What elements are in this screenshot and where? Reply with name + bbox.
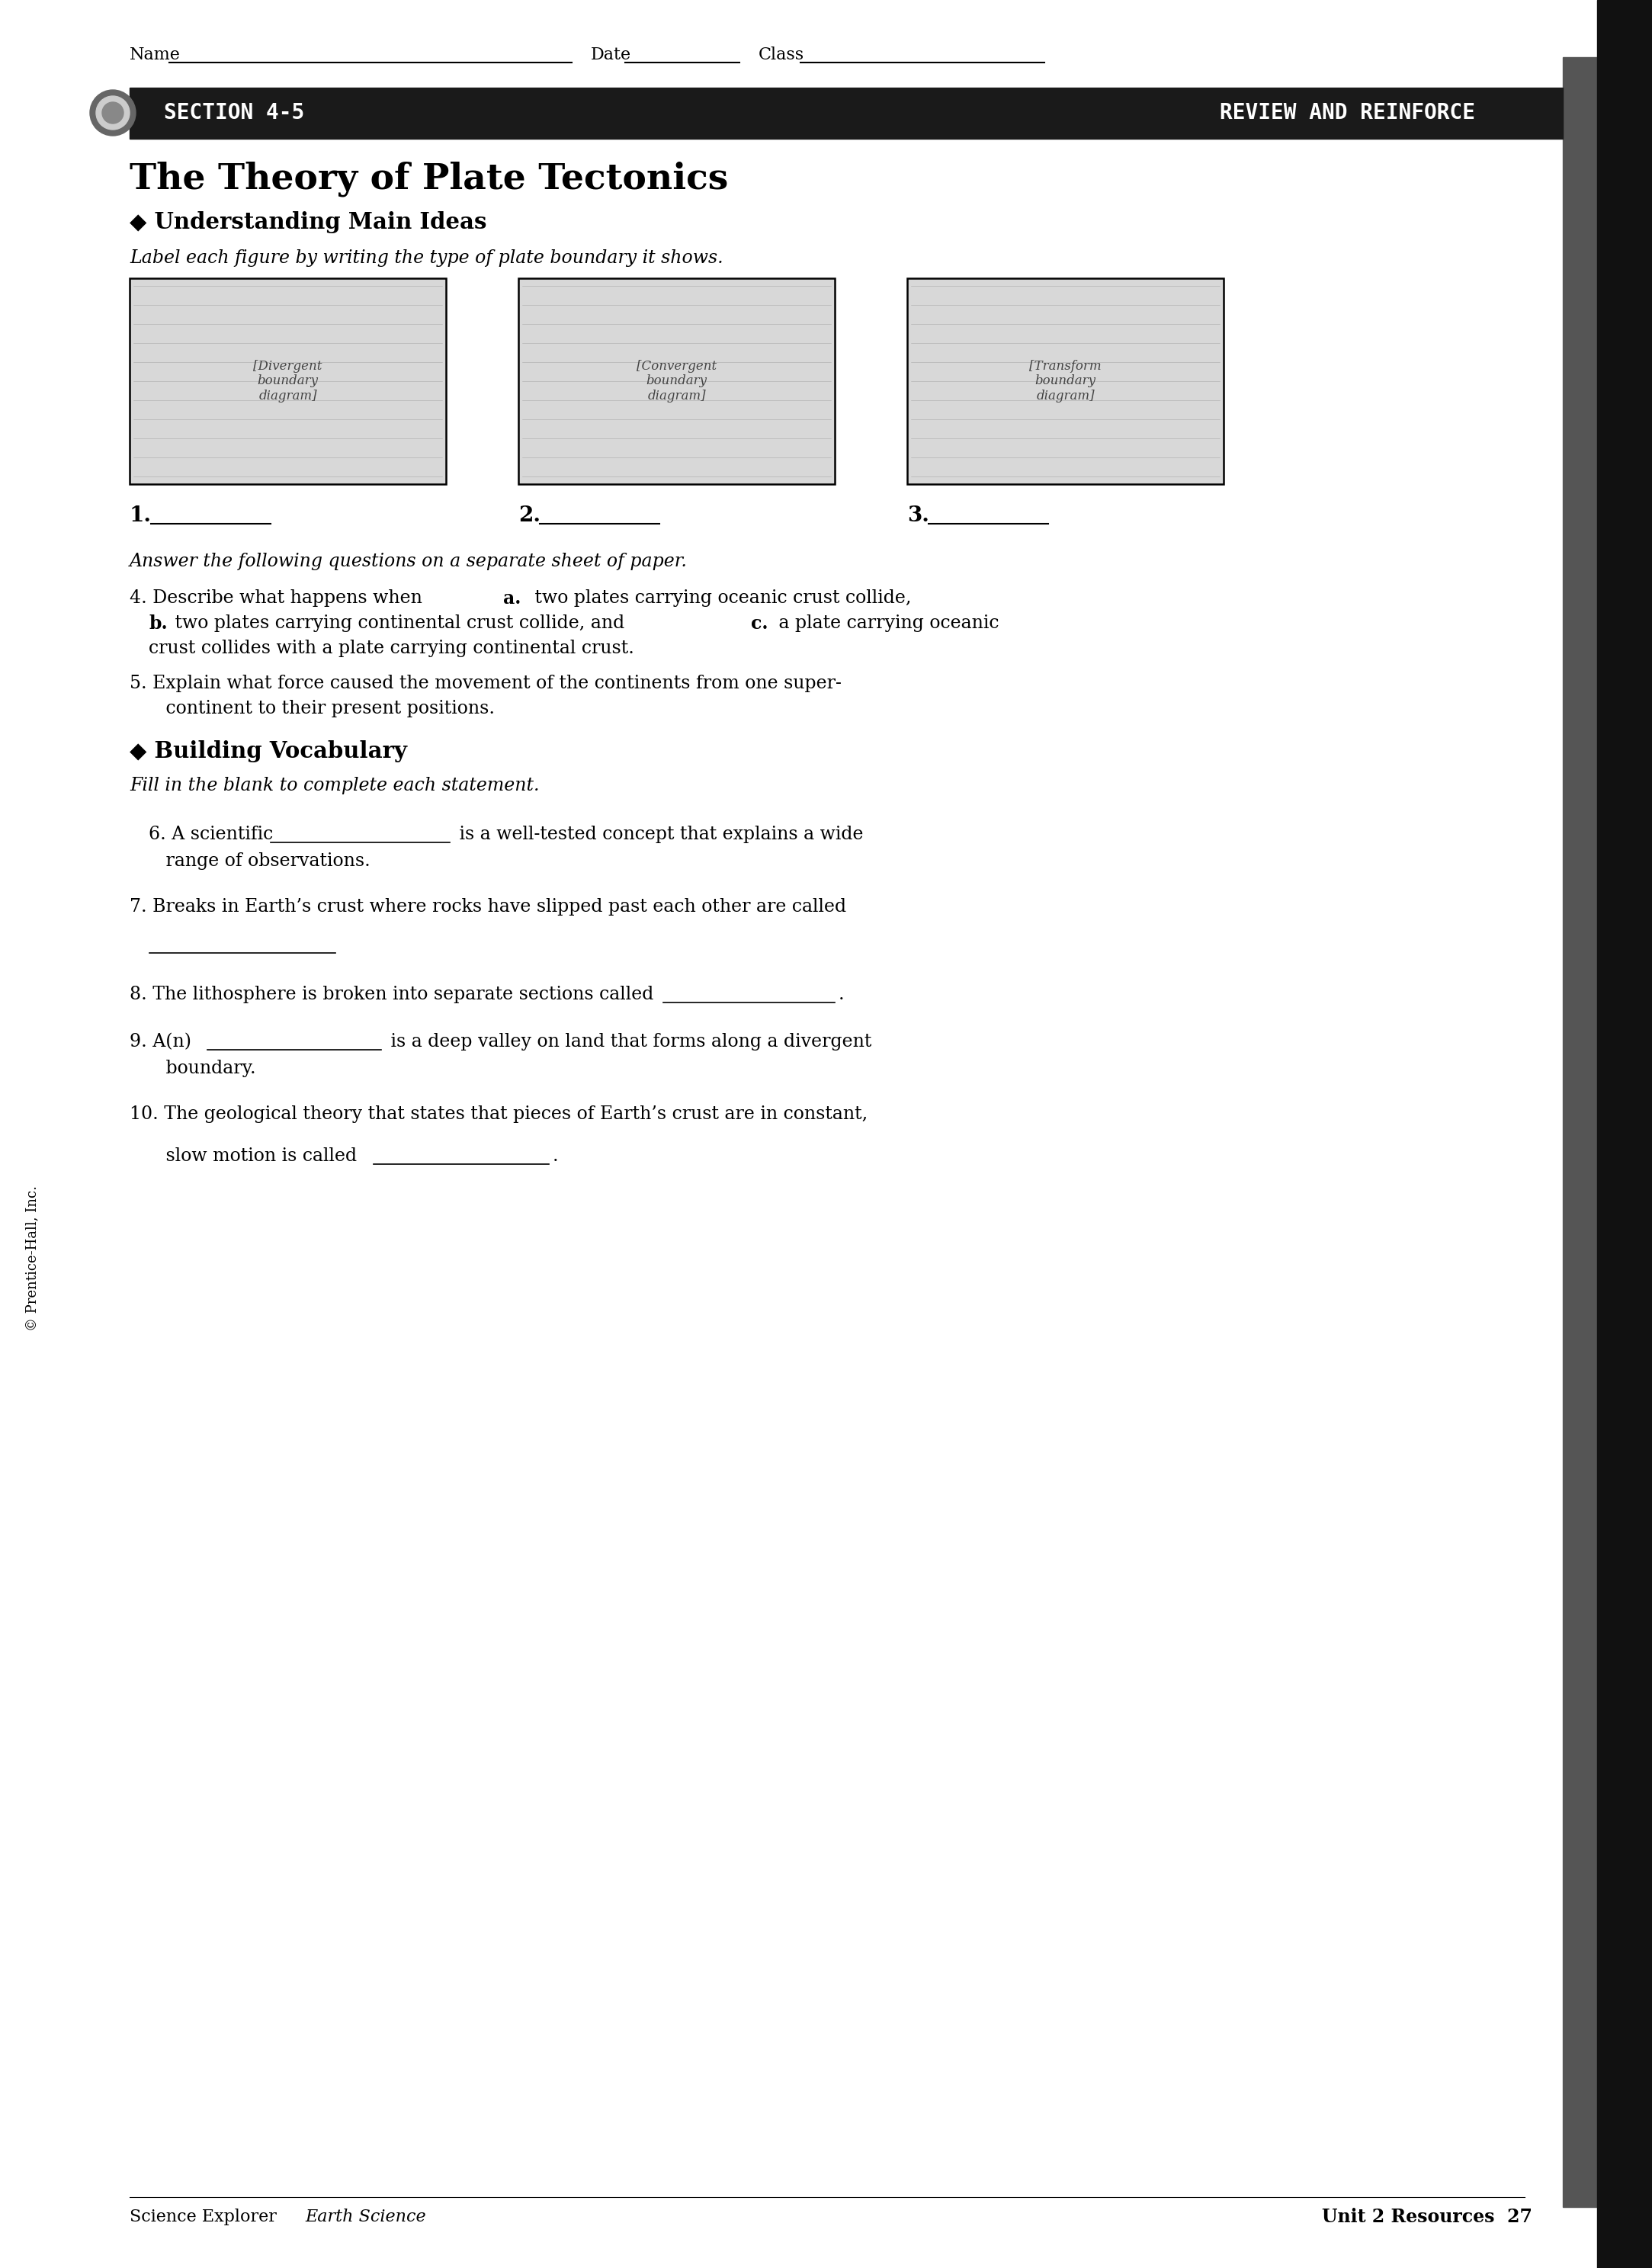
Bar <box>1597 0 1652 2268</box>
Circle shape <box>96 95 129 129</box>
Text: 2.: 2. <box>519 506 540 526</box>
Text: 3.: 3. <box>907 506 928 526</box>
Text: [Divergent
boundary
diagram]: [Divergent boundary diagram] <box>253 361 322 404</box>
Text: c.: c. <box>752 615 768 633</box>
Text: ◆ Building Vocabulary: ◆ Building Vocabulary <box>129 739 406 762</box>
Text: 7. Breaks in Earth’s crust where rocks have slipped past each other are called: 7. Breaks in Earth’s crust where rocks h… <box>129 898 846 916</box>
Text: 4. Describe what happens when: 4. Describe what happens when <box>129 590 428 608</box>
Bar <box>519 279 834 483</box>
Text: Answer the following questions on a separate sheet of paper.: Answer the following questions on a sepa… <box>129 553 687 569</box>
Text: 9. A(n): 9. A(n) <box>129 1032 197 1050</box>
Text: boundary.: boundary. <box>149 1059 256 1077</box>
Text: range of observations.: range of observations. <box>149 853 370 871</box>
Text: 1.: 1. <box>129 506 152 526</box>
Text: Fill in the blank to complete each statement.: Fill in the blank to complete each state… <box>129 778 539 794</box>
Text: two plates carrying continental crust collide, and: two plates carrying continental crust co… <box>169 615 631 633</box>
Text: Name: Name <box>129 48 180 64</box>
Bar <box>129 88 1563 138</box>
Text: © Prentice-Hall, Inc.: © Prentice-Hall, Inc. <box>25 1186 40 1331</box>
Text: .: . <box>553 1148 558 1166</box>
Text: crust collides with a plate carrying continental crust.: crust collides with a plate carrying con… <box>149 640 634 658</box>
Text: [Convergent
boundary
diagram]: [Convergent boundary diagram] <box>636 361 717 404</box>
Text: The Theory of Plate Tectonics: The Theory of Plate Tectonics <box>129 161 729 197</box>
Text: [Transform
boundary
diagram]: [Transform boundary diagram] <box>1029 361 1102 404</box>
Text: 10. The geological theory that states that pieces of Earth’s crust are in consta: 10. The geological theory that states th… <box>129 1105 867 1123</box>
Text: Science Explorer: Science Explorer <box>129 2209 282 2225</box>
Text: Label each figure by writing the type of plate boundary it shows.: Label each figure by writing the type of… <box>129 249 724 265</box>
Circle shape <box>102 102 124 122</box>
Text: REVIEW AND REINFORCE: REVIEW AND REINFORCE <box>1219 102 1475 125</box>
Text: 5. Explain what force caused the movement of the continents from one super-: 5. Explain what force caused the movemen… <box>129 674 841 692</box>
Text: Earth Science: Earth Science <box>306 2209 426 2225</box>
Text: continent to their present positions.: continent to their present positions. <box>149 701 494 717</box>
Bar <box>907 279 1224 483</box>
Text: 6. A scientific: 6. A scientific <box>149 826 279 844</box>
Text: 8. The lithosphere is broken into separate sections called: 8. The lithosphere is broken into separa… <box>129 987 659 1002</box>
Circle shape <box>89 91 135 136</box>
Text: Class: Class <box>758 48 805 64</box>
Text: SECTION 4-5: SECTION 4-5 <box>164 102 304 125</box>
Text: .: . <box>839 987 844 1002</box>
Text: two plates carrying oceanic crust collide,: two plates carrying oceanic crust collid… <box>529 590 912 608</box>
Text: b.: b. <box>149 615 167 633</box>
Text: slow motion is called: slow motion is called <box>149 1148 362 1166</box>
Text: Unit 2 Resources  27: Unit 2 Resources 27 <box>1322 2207 1533 2227</box>
Text: Date: Date <box>591 48 631 64</box>
Text: is a deep valley on land that forms along a divergent: is a deep valley on land that forms alon… <box>385 1032 872 1050</box>
Bar <box>129 279 446 483</box>
Text: ◆ Understanding Main Ideas: ◆ Understanding Main Ideas <box>129 211 487 234</box>
Bar <box>1563 57 1597 2207</box>
Text: a plate carrying oceanic: a plate carrying oceanic <box>773 615 999 633</box>
Text: a.: a. <box>504 590 520 608</box>
Text: is a well-tested concept that explains a wide: is a well-tested concept that explains a… <box>454 826 864 844</box>
